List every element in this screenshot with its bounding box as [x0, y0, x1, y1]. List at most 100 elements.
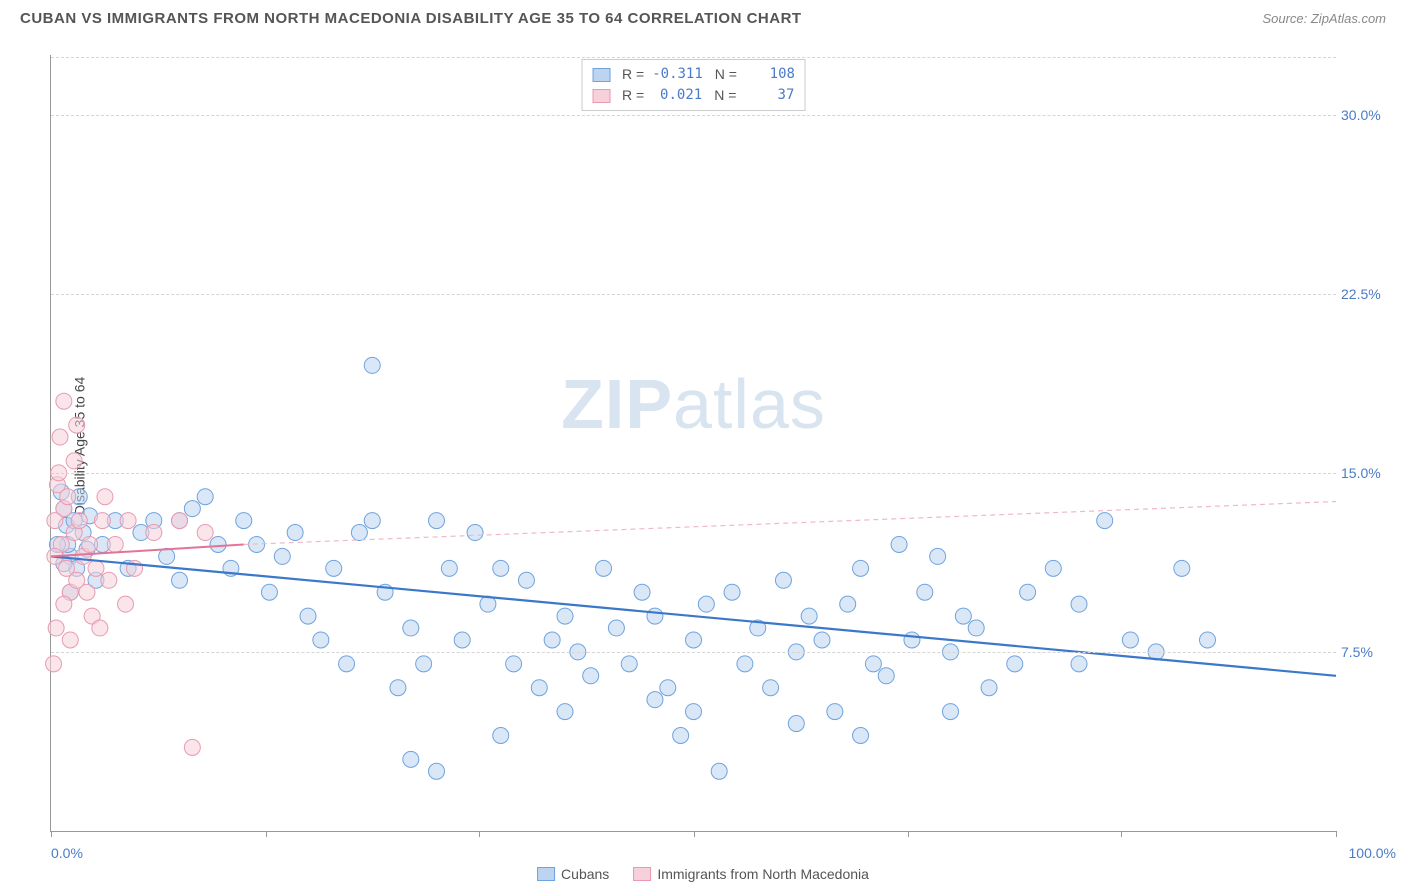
- data-point: [711, 763, 727, 779]
- data-point: [300, 608, 316, 624]
- data-point: [47, 513, 63, 529]
- data-point: [493, 727, 509, 743]
- data-point: [416, 656, 432, 672]
- data-point: [775, 572, 791, 588]
- data-point: [159, 548, 175, 564]
- data-point: [92, 620, 108, 636]
- data-point: [827, 704, 843, 720]
- data-point: [518, 572, 534, 588]
- legend-item-macedonia: Immigrants from North Macedonia: [633, 866, 869, 882]
- legend-label-1: Immigrants from North Macedonia: [657, 866, 869, 882]
- data-point: [544, 632, 560, 648]
- data-point: [891, 536, 907, 552]
- data-point: [60, 489, 76, 505]
- data-point: [647, 608, 663, 624]
- data-point: [339, 656, 355, 672]
- legend-r-label: R =: [622, 85, 644, 106]
- data-point: [184, 501, 200, 517]
- legend-n-value-0: 108: [745, 64, 795, 85]
- data-point: [1020, 584, 1036, 600]
- data-point: [364, 357, 380, 373]
- data-point: [48, 620, 64, 636]
- swatch-macedonia: [592, 89, 610, 103]
- swatch-cubans: [592, 68, 610, 82]
- data-point: [840, 596, 856, 612]
- data-point: [197, 525, 213, 541]
- data-point: [88, 560, 104, 576]
- data-point: [634, 584, 650, 600]
- data-point: [46, 656, 62, 672]
- data-point: [904, 632, 920, 648]
- data-point: [737, 656, 753, 672]
- gridline: [51, 294, 1336, 295]
- x-tick: [51, 831, 52, 837]
- legend-row-cubans: R = -0.311 N = 108: [592, 64, 795, 85]
- data-point: [403, 751, 419, 767]
- legend-label-0: Cubans: [561, 866, 609, 882]
- swatch-icon: [537, 867, 555, 881]
- data-point: [403, 620, 419, 636]
- x-axis-min-label: 0.0%: [51, 845, 83, 861]
- legend-r-label: R =: [622, 64, 644, 85]
- data-point: [557, 608, 573, 624]
- data-point: [441, 560, 457, 576]
- data-point: [865, 656, 881, 672]
- data-point: [274, 548, 290, 564]
- correlation-legend: R = -0.311 N = 108 R = 0.021 N = 37: [581, 59, 806, 111]
- x-tick: [1336, 831, 1337, 837]
- data-point: [763, 680, 779, 696]
- data-point: [1045, 560, 1061, 576]
- data-point: [313, 632, 329, 648]
- y-tick-label: 22.5%: [1341, 286, 1396, 302]
- y-tick-label: 30.0%: [1341, 107, 1396, 123]
- data-point: [557, 704, 573, 720]
- gridline: [51, 652, 1336, 653]
- data-point: [660, 680, 676, 696]
- data-point: [981, 680, 997, 696]
- data-point: [79, 584, 95, 600]
- legend-n-label: N =: [714, 85, 736, 106]
- data-point: [66, 453, 82, 469]
- data-point: [107, 536, 123, 552]
- data-point: [801, 608, 817, 624]
- data-point: [1122, 632, 1138, 648]
- data-point: [1174, 560, 1190, 576]
- data-point: [724, 584, 740, 600]
- data-point: [69, 417, 85, 433]
- data-point: [621, 656, 637, 672]
- data-point: [814, 632, 830, 648]
- data-point: [146, 525, 162, 541]
- gridline: [51, 473, 1336, 474]
- data-point: [596, 560, 612, 576]
- x-tick: [266, 831, 267, 837]
- data-point: [56, 393, 72, 409]
- data-point: [101, 572, 117, 588]
- data-point: [210, 536, 226, 552]
- data-point: [172, 572, 188, 588]
- data-point: [1007, 656, 1023, 672]
- data-point: [673, 727, 689, 743]
- data-point: [506, 656, 522, 672]
- data-point: [608, 620, 624, 636]
- x-axis-max-label: 100.0%: [1349, 845, 1396, 861]
- legend-item-cubans: Cubans: [537, 866, 609, 882]
- data-point: [326, 560, 342, 576]
- legend-n-value-1: 37: [744, 85, 794, 106]
- data-point: [56, 596, 72, 612]
- data-point: [197, 489, 213, 505]
- data-point: [943, 704, 959, 720]
- data-point: [788, 716, 804, 732]
- data-point: [390, 680, 406, 696]
- legend-r-value-1: 0.021: [652, 85, 702, 106]
- data-point: [454, 632, 470, 648]
- scatter-chart: ZIPatlas R = -0.311 N = 108 R = 0.021 N …: [50, 55, 1336, 832]
- data-point: [698, 596, 714, 612]
- data-point: [1200, 632, 1216, 648]
- data-point: [493, 560, 509, 576]
- data-point: [120, 513, 136, 529]
- x-tick: [1121, 831, 1122, 837]
- data-point: [968, 620, 984, 636]
- data-point: [236, 513, 252, 529]
- data-point: [853, 560, 869, 576]
- data-point: [686, 632, 702, 648]
